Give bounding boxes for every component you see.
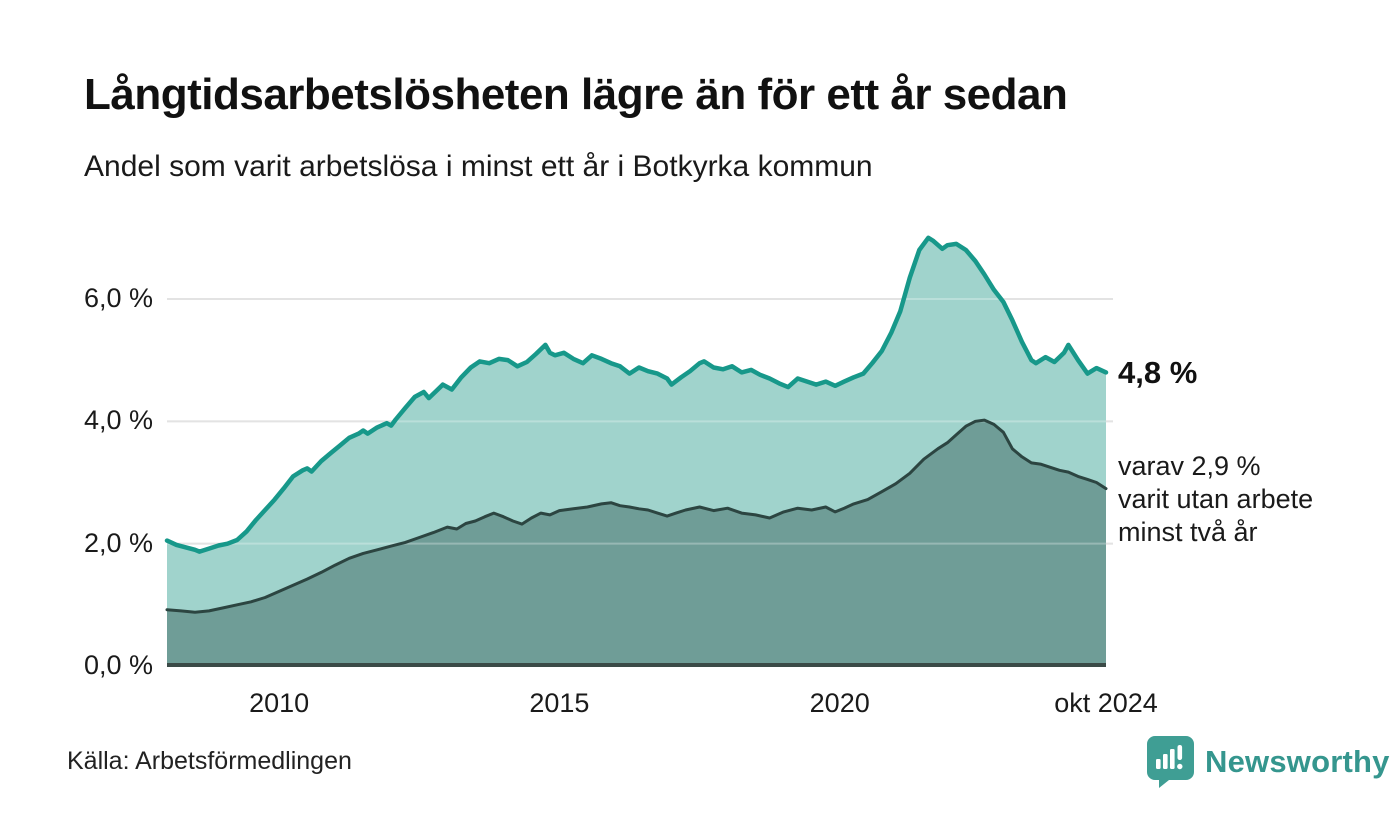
- x-axis-tick-label: 2020: [809, 688, 870, 718]
- logo-exclamation-bar: [1177, 745, 1183, 760]
- newsworthy-logo-text: Newsworthy: [1205, 744, 1390, 779]
- y-axis-tick-label: 6,0 %: [83, 282, 153, 313]
- chart-title: Långtidsarbetslösheten lägre än för ett …: [84, 70, 1068, 119]
- two-year-subset-note: varav 2,9 % varit utan arbete minst två …: [1118, 451, 1314, 547]
- x-axis-tick-label: 2015: [529, 688, 590, 718]
- logo-exclamation-dot: [1177, 763, 1183, 770]
- x-axis-tick-label: okt 2024: [1054, 688, 1158, 718]
- two-year-line: [165, 418, 1108, 614]
- newsworthy-logo-icon: [1147, 736, 1194, 788]
- total-line: [164, 235, 1109, 554]
- logo-bar-short: [1156, 759, 1161, 769]
- two-year-area-fill: [167, 420, 1106, 666]
- y-axis-tick-label: 4,0 %: [83, 405, 153, 436]
- chart-subtitle: Andel som varit arbetslösa i minst ett å…: [84, 150, 873, 183]
- logo-bar-tall: [1170, 749, 1175, 769]
- y-axis-tick-label: 2,0 %: [83, 527, 153, 558]
- source-note: Källa: Arbetsförmedlingen: [67, 747, 352, 775]
- newsworthy-logo: Newsworthy: [1147, 736, 1390, 788]
- logo-bar-medium: [1163, 754, 1168, 769]
- x-axis-tick-label: 2010: [249, 688, 310, 718]
- latest-total-value-label: 4,8 %: [1118, 355, 1198, 390]
- y-axis-tick-label: 0,0 %: [83, 650, 153, 680]
